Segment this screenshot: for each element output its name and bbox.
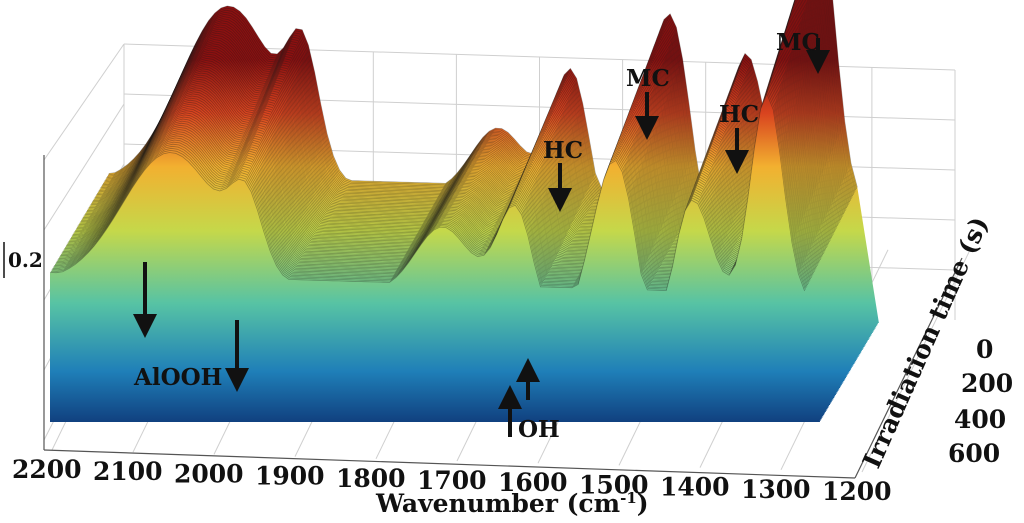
label-hc-right: HC — [719, 101, 759, 128]
x-axis-title-close: ) — [637, 489, 649, 518]
z-tick-label: 0.2 — [8, 248, 43, 272]
x-tick-label: 1700 — [417, 466, 487, 495]
annotations — [133, 38, 830, 437]
x-tick-label: 1400 — [660, 473, 730, 502]
x-tick-label: 2100 — [93, 457, 163, 486]
x-tick-label: 1500 — [579, 470, 649, 499]
surface-strip — [50, 93, 820, 423]
x-tick-label: 1300 — [741, 475, 811, 504]
y-axis-ticks: 0 200 400 600 — [948, 335, 1013, 468]
label-oh: OH — [518, 416, 560, 443]
x-axis-title-main: Wavenumber (cm — [375, 489, 620, 518]
label-hc-left: HC — [543, 137, 583, 164]
x-tick-label: 1200 — [822, 477, 892, 506]
axes-frame — [43, 155, 963, 479]
grid-line — [861, 251, 970, 473]
x-axis-ticks: 2200 2100 2000 1900 1800 1700 1600 1500 1400 1300… — [12, 455, 892, 506]
spectral-surface — [49, 0, 879, 423]
y-tick-label: 0 — [976, 335, 993, 364]
x-tick-label: 1800 — [336, 464, 406, 493]
x-tick-label: 2000 — [174, 459, 244, 488]
annotation-labels: HC MC HC MC AlOOH OH — [133, 29, 820, 443]
z-axis: 0.2 — [3, 242, 43, 278]
x-tick-label: 1900 — [255, 462, 325, 491]
grid-line — [43, 103, 125, 231]
y-tick-label: 600 — [948, 439, 1000, 468]
x-axis-title: Wavenumber (cm-1) — [375, 489, 649, 518]
label-mc-middle: MC — [626, 65, 670, 92]
label-mc-right: MC — [776, 29, 820, 56]
x-tick-label: 1600 — [498, 468, 568, 497]
y-tick-label: 200 — [961, 369, 1013, 398]
x-axis-title-sup: -1 — [620, 489, 637, 507]
grid-line — [43, 43, 125, 161]
x-tick-label: 2200 — [12, 455, 82, 484]
y-tick-label: 400 — [954, 405, 1006, 434]
surface-mesh-line — [49, 92, 805, 292]
label-alooh: AlOOH — [133, 364, 222, 391]
